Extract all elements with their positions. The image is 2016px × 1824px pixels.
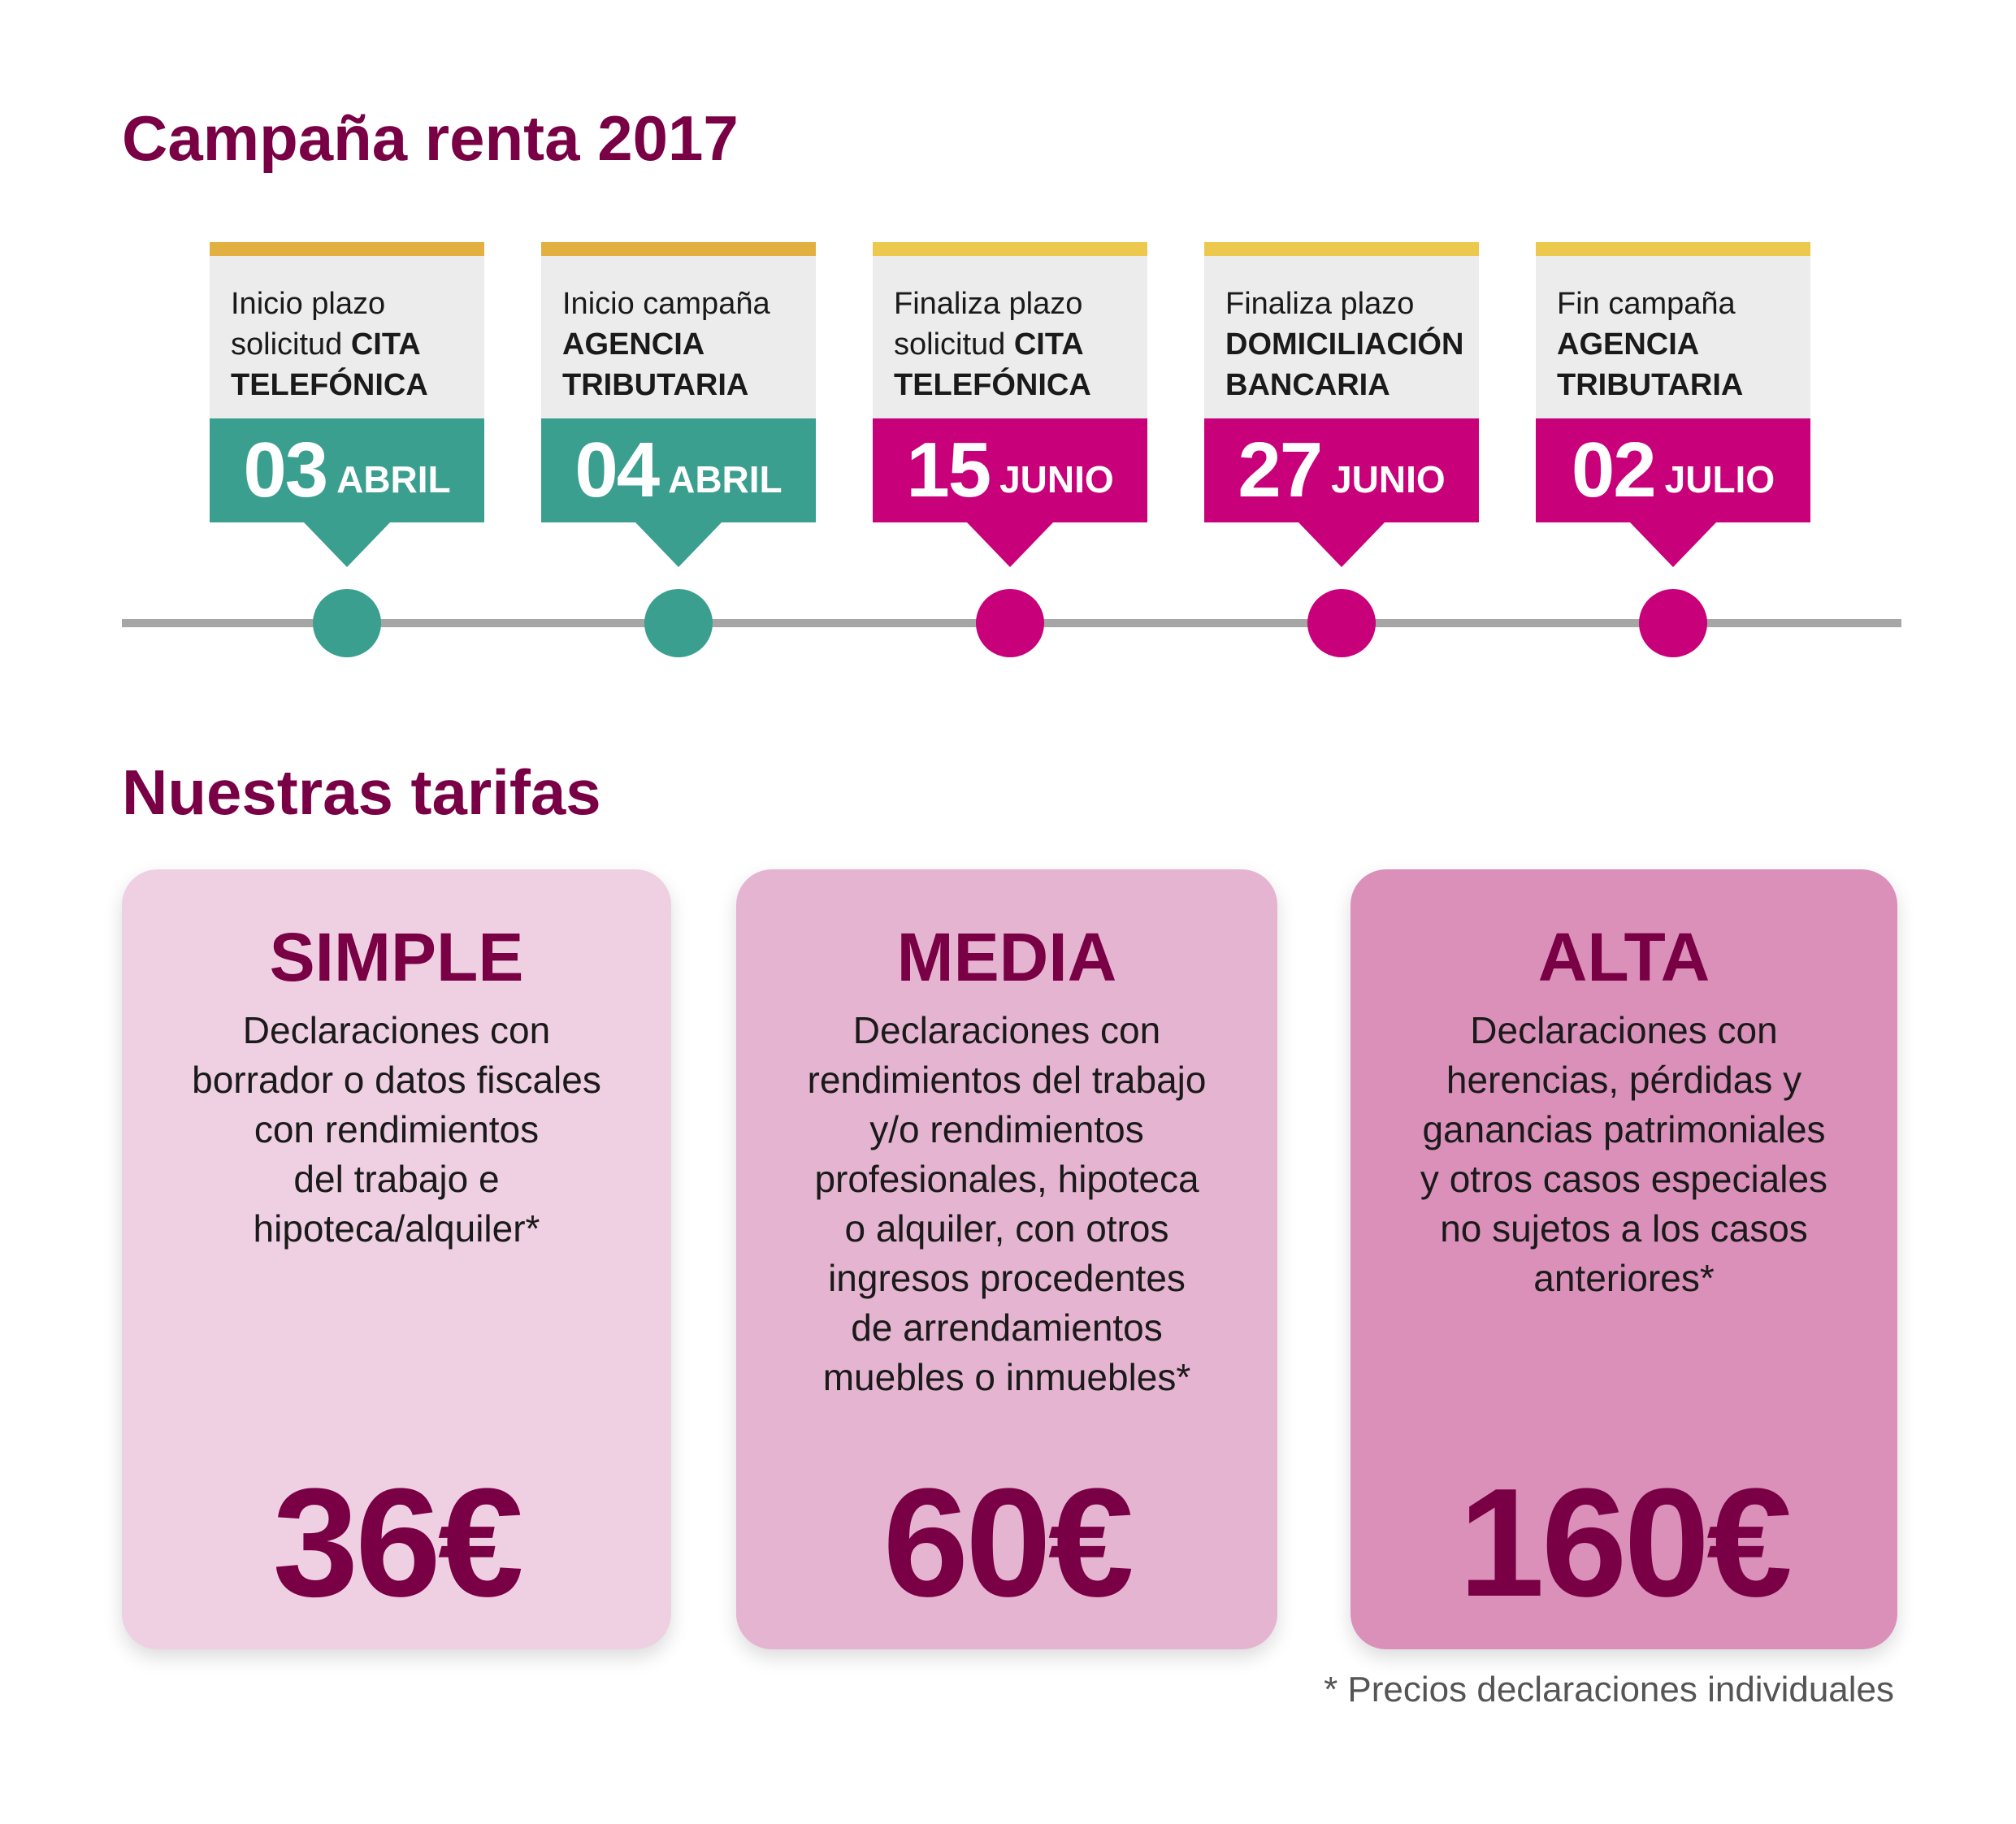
event-month: JUNIO [999,458,1114,500]
timeline-event-1: Inicio plazo solicitud CITA TELEFÓNICA 0… [210,242,484,658]
timeline-dot [1639,589,1707,657]
event-top-bar [541,242,816,256]
event-pointer [967,522,1053,567]
timeline-event-5: Fin campaña AGENCIA TRIBUTARIA 02 JULIO [1536,242,1810,658]
event-top-bar [1204,242,1479,256]
event-line-1: Finaliza plazo [1225,287,1415,321]
timeline-event-4: Finaliza plazo DOMICILIACIÓN BANCARIA 27… [1204,242,1479,658]
timeline-dot [313,589,381,657]
event-line-3-bold: BANCARIA [1225,368,1390,402]
tariff-description: Declaraciones con herencias, pérdidas y … [1420,1009,1828,1299]
event-line-3-bold: TRIBUTARIA [562,368,749,402]
event-line-2-bold: AGENCIA [1557,327,1700,362]
event-month: JUNIO [1331,458,1446,500]
event-line-2-bold: DOMICILIACIÓN [1225,327,1464,362]
event-date: 02 JULIO [1536,418,1810,522]
event-top-bar [873,242,1147,256]
event-day: 02 [1571,427,1657,513]
event-line-1: Inicio campaña [562,287,770,321]
event-line-2: solicitud [894,327,1014,362]
timeline-event-3: Finaliza plazo solicitud CITA TELEFÓNICA… [873,242,1147,658]
event-line-2: solicitud [231,327,351,362]
event-date: 04 ABRIL [541,418,816,522]
event-line-1: Fin campaña [1557,287,1736,321]
timeline-dot [1307,589,1376,657]
tariff-name: ALTA [1537,919,1710,995]
tariff-name: SIMPLE [269,919,524,995]
tariff-price: 60€ [882,1457,1134,1629]
event-line-1: Finaliza plazo [894,287,1083,321]
tariff-price: 160€ [1459,1457,1793,1629]
event-line-2-bold: CITA [350,327,421,362]
event-description: Fin campaña AGENCIA TRIBUTARIA [1536,256,1810,418]
event-line-2-bold: CITA [1013,327,1084,362]
event-date: 27 JUNIO [1204,418,1479,522]
tariff-description: Declaraciones con rendimientos del traba… [807,1009,1207,1398]
event-top-bar [210,242,484,256]
event-day: 15 [906,427,991,513]
event-line-3-bold: TELEFÓNICA [231,368,428,402]
tariff-card-simple: SIMPLE Declaraciones con borrador o dato… [122,869,671,1649]
event-day: 04 [574,427,660,513]
event-description: Inicio plazo solicitud CITA TELEFÓNICA [210,256,484,418]
event-top-bar [1536,242,1810,256]
tariff-name: MEDIA [896,919,1117,995]
tariff-card-media: MEDIA Declaraciones con rendimientos del… [736,869,1277,1649]
event-pointer [304,522,390,567]
tariffs-title: Nuestras tarifas [122,756,601,828]
event-day: 27 [1238,427,1323,513]
event-description: Finaliza plazo solicitud CITA TELEFÓNICA [873,256,1147,418]
timeline-dot [644,589,713,657]
event-line-1: Inicio plazo [231,287,386,321]
event-description: Finaliza plazo DOMICILIACIÓN BANCARIA [1204,256,1479,418]
event-month: ABRIL [336,458,451,500]
event-month: ABRIL [668,458,783,500]
tariff-card-alta: ALTA Declaraciones con herencias, pérdid… [1351,869,1897,1649]
event-pointer [1630,522,1716,567]
tariff-description: Declaraciones con borrador o datos fisca… [192,1009,601,1250]
timeline-dot [976,589,1044,657]
event-line-3-bold: TRIBUTARIA [1557,368,1744,402]
event-description: Inicio campaña AGENCIA TRIBUTARIA [541,256,816,418]
footnote: * Precios declaraciones individuales [1324,1670,1894,1709]
event-month: JULIO [1664,458,1775,500]
campaign-title: Campaña renta 2017 [122,102,739,174]
event-day: 03 [243,427,328,513]
event-line-3-bold: TELEFÓNICA [894,368,1091,402]
event-date: 15 JUNIO [873,418,1147,522]
event-pointer [1298,522,1385,567]
event-pointer [635,522,722,567]
event-date: 03 ABRIL [210,418,484,522]
event-line-2-bold: AGENCIA [562,327,705,362]
tariff-price: 36€ [272,1457,523,1629]
timeline-event-2: Inicio campaña AGENCIA TRIBUTARIA 04 ABR… [541,242,816,658]
